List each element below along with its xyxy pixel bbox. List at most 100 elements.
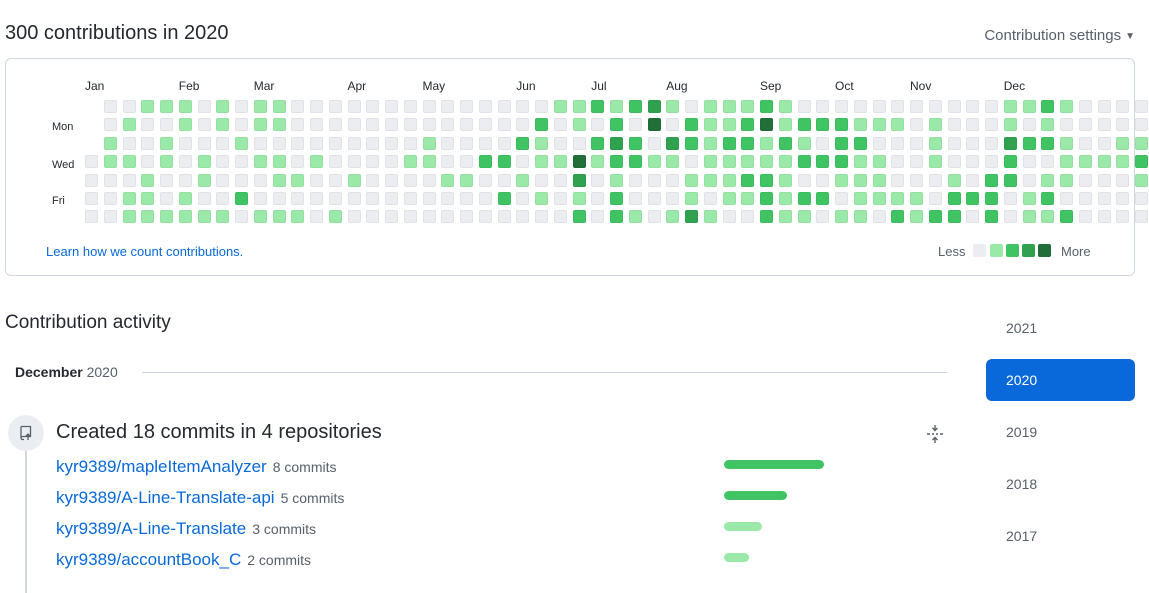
contribution-cell[interactable] [872,136,886,150]
contribution-cell[interactable] [778,136,792,150]
contribution-cell[interactable] [816,155,830,169]
contribution-cell[interactable] [610,136,623,150]
contribution-cell[interactable] [985,118,998,132]
contribution-cell[interactable] [816,192,830,205]
contribution-cell[interactable] [347,173,361,187]
contribution-cell[interactable] [741,100,755,113]
contribution-cell[interactable] [1135,173,1148,187]
contribution-cell[interactable] [741,210,755,224]
contribution-cell[interactable] [478,118,492,132]
contribution-cell[interactable] [497,136,511,150]
contribution-cell[interactable] [460,155,473,169]
year-link[interactable]: 2020 [986,359,1135,401]
contribution-cell[interactable] [910,118,923,132]
contribution-cell[interactable] [1097,210,1111,224]
contribution-cell[interactable] [422,100,436,113]
contribution-cell[interactable] [797,136,811,150]
contribution-cell[interactable] [853,173,867,187]
learn-contributions-link[interactable]: Learn how we count contributions. [46,244,244,259]
contribution-cell[interactable] [178,136,192,150]
contribution-cell[interactable] [460,136,473,150]
contribution-cell[interactable] [628,210,642,224]
contribution-cell[interactable] [797,118,811,132]
contribution-cell[interactable] [460,173,473,187]
contribution-cell[interactable] [385,118,398,132]
contribution-cell[interactable] [328,192,342,205]
contribution-cell[interactable] [347,100,361,113]
contribution-cell[interactable] [197,210,211,224]
contribution-cell[interactable] [1041,136,1055,150]
contribution-cell[interactable] [272,100,286,113]
contribution-cell[interactable] [1135,118,1148,132]
contribution-cell[interactable] [910,173,923,187]
contribution-cell[interactable] [891,173,905,187]
contribution-cell[interactable] [703,173,717,187]
contribution-cell[interactable] [535,155,548,169]
contribution-cell[interactable] [103,136,117,150]
contribution-cell[interactable] [778,118,792,132]
contribution-cell[interactable] [985,155,998,169]
contribution-cell[interactable] [366,210,380,224]
contribution-cell[interactable] [1116,136,1130,150]
contribution-cell[interactable] [1078,118,1092,132]
contribution-cell[interactable] [553,210,567,224]
contribution-cell[interactable] [853,100,867,113]
contribution-cell[interactable] [272,173,286,187]
contribution-cell[interactable] [253,192,267,205]
contribution-cell[interactable] [1003,100,1017,113]
contribution-cell[interactable] [947,192,961,205]
contribution-cell[interactable] [572,173,586,187]
contribution-cell[interactable] [366,173,380,187]
contribution-cell[interactable] [628,155,642,169]
contribution-cell[interactable] [722,173,736,187]
contribution-cell[interactable] [516,173,530,187]
contribution-cell[interactable] [760,210,773,224]
contribution-cell[interactable] [572,192,586,205]
contribution-cell[interactable] [460,210,473,224]
contribution-cell[interactable] [216,210,230,224]
contribution-cell[interactable] [160,192,173,205]
contribution-cell[interactable] [591,210,605,224]
contribution-cell[interactable] [1041,100,1055,113]
contribution-cell[interactable] [1022,100,1036,113]
contribution-cell[interactable] [966,173,980,187]
contribution-cell[interactable] [535,100,548,113]
contribution-cell[interactable] [103,100,117,113]
contribution-cell[interactable] [1078,100,1092,113]
contribution-cell[interactable] [103,192,117,205]
contribution-cell[interactable] [441,155,455,169]
contribution-cell[interactable] [628,136,642,150]
contribution-cell[interactable] [741,173,755,187]
contribution-cell[interactable] [122,173,136,187]
contribution-cell[interactable] [628,118,642,132]
contribution-cell[interactable] [722,210,736,224]
contribution-cell[interactable] [1022,118,1036,132]
contribution-cell[interactable] [647,118,661,132]
contribution-cell[interactable] [928,100,942,113]
contribution-cell[interactable] [928,155,942,169]
contribution-cell[interactable] [366,100,380,113]
contribution-cell[interactable] [572,100,586,113]
contribution-cell[interactable] [1116,173,1130,187]
contribution-cell[interactable] [1022,173,1036,187]
contribution-cell[interactable] [103,173,117,187]
contribution-cell[interactable] [553,118,567,132]
contribution-cell[interactable] [460,192,473,205]
contribution-cell[interactable] [178,100,192,113]
contribution-cell[interactable] [928,210,942,224]
contribution-cell[interactable] [403,118,417,132]
contribution-cell[interactable] [760,155,773,169]
contribution-cell[interactable] [216,173,230,187]
contribution-cell[interactable] [985,136,998,150]
contribution-cell[interactable] [835,173,848,187]
contribution-cell[interactable] [122,155,136,169]
contribution-cell[interactable] [141,173,155,187]
contribution-cell[interactable] [1097,192,1111,205]
contribution-cell[interactable] [460,118,473,132]
contribution-cell[interactable] [760,173,773,187]
contribution-cell[interactable] [1078,173,1092,187]
contribution-cell[interactable] [797,173,811,187]
contribution-cell[interactable] [272,210,286,224]
contribution-cell[interactable] [760,192,773,205]
contribution-cell[interactable] [385,210,398,224]
